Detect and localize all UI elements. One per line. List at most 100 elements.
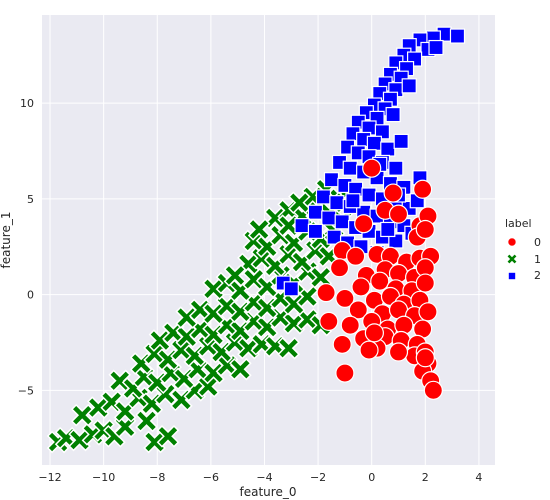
point-series-0 (415, 219, 435, 240)
x-tick-label: −6 (203, 471, 219, 484)
point-series-1 (202, 361, 225, 385)
point-series-0 (415, 273, 435, 293)
point-series-2 (393, 133, 409, 149)
point-series-0 (348, 300, 368, 320)
point-series-1 (263, 254, 287, 278)
point-series-1 (263, 206, 287, 230)
point-series-1 (175, 325, 199, 349)
point-series-1 (148, 329, 172, 352)
point-series-0 (388, 342, 409, 362)
point-series-2 (361, 187, 377, 203)
point-series-2 (321, 210, 337, 226)
point-series-1 (202, 277, 225, 301)
x-tick-label: −10 (92, 471, 115, 484)
point-series-0 (316, 283, 336, 303)
y-tick-label: 5 (27, 193, 34, 206)
point-series-1 (113, 400, 137, 423)
point-series-1 (156, 424, 180, 448)
point-series-0 (370, 271, 390, 291)
point-series-1 (202, 302, 225, 326)
point-series-2 (283, 281, 299, 297)
point-series-2 (388, 160, 404, 176)
point-series-2 (366, 135, 382, 151)
legend-marker-2 (508, 272, 516, 280)
point-series-2 (345, 193, 361, 209)
point-series-1 (68, 428, 91, 452)
point-series-2 (385, 106, 401, 123)
point-series-0 (415, 348, 435, 368)
point-series-0 (413, 179, 433, 199)
point-series-2 (374, 124, 391, 140)
point-series-1 (309, 266, 333, 289)
point-series-1 (70, 403, 94, 427)
point-series-0 (351, 277, 371, 297)
tick-labels: −12 −10 −8 −6 −4 −2 0 2 4 −5 0 5 10 (18, 97, 483, 484)
point-series-0 (362, 158, 382, 178)
point-series-1 (175, 306, 199, 329)
point-series-2 (380, 221, 396, 238)
point-series-0 (359, 340, 379, 360)
point-series-2 (342, 160, 358, 176)
point-series-1 (135, 409, 158, 433)
point-series-1 (277, 214, 300, 237)
point-series-1 (215, 294, 239, 318)
x-axis-label: feature_0 (240, 485, 297, 499)
point-series-0 (383, 183, 403, 203)
x-tick-label: −12 (38, 471, 61, 484)
x-tick-label: 2 (422, 471, 429, 484)
point-series-0 (329, 258, 350, 278)
point-series-0 (364, 323, 384, 343)
point-series-1 (229, 357, 252, 381)
legend-entry-2: 2 (508, 269, 541, 282)
point-series-1 (288, 191, 311, 214)
point-series-2 (449, 28, 466, 44)
point-series-0 (319, 311, 339, 331)
point-series-1 (108, 369, 132, 393)
legend-title: label (505, 217, 532, 230)
x-tick-label: −2 (310, 471, 326, 484)
point-series-1 (223, 264, 247, 287)
point-series-1 (223, 331, 247, 354)
point-series-2 (307, 204, 324, 220)
legend-entry-0: 0 (507, 236, 541, 249)
point-series-2 (294, 218, 310, 234)
point-series-1 (242, 267, 266, 291)
point-series-2 (329, 195, 345, 211)
point-series-1 (247, 218, 271, 241)
x-tick-label: −4 (256, 471, 272, 484)
point-series-0 (354, 214, 374, 234)
legend-marker-1 (507, 254, 517, 264)
point-series-0 (335, 363, 355, 383)
point-series-0 (418, 302, 438, 322)
point-series-1 (196, 375, 220, 398)
point-series-2 (401, 78, 417, 94)
x-tick-label: −8 (149, 471, 165, 484)
point-series-1 (86, 396, 110, 419)
point-series-2 (334, 214, 350, 230)
point-series-2 (307, 223, 324, 239)
x-tick-label: 4 (475, 471, 482, 484)
x-tick-label: 0 (368, 471, 375, 484)
point-series-2 (380, 141, 396, 157)
point-series-2 (323, 172, 340, 188)
point-series-0 (335, 288, 355, 309)
point-series-1 (170, 338, 193, 362)
y-axis-label: feature_1 (0, 212, 13, 269)
point-series-0 (388, 204, 409, 224)
point-series-1 (282, 292, 306, 316)
y-tick-label: −5 (18, 384, 34, 397)
legend-label-2: 2 (534, 269, 541, 282)
point-series-1 (113, 415, 137, 439)
point-series-1 (296, 308, 319, 331)
point-series-0 (332, 334, 352, 354)
point-series-1 (143, 430, 166, 454)
point-series-2 (315, 189, 332, 205)
data-points (46, 26, 466, 454)
legend-label-0: 0 (534, 236, 541, 249)
legend-entry-1: 1 (507, 253, 541, 266)
point-series-1 (277, 336, 300, 360)
legend-marker-0 (507, 237, 517, 247)
legend: label 0 1 2 (505, 217, 541, 282)
point-series-2 (388, 233, 404, 249)
